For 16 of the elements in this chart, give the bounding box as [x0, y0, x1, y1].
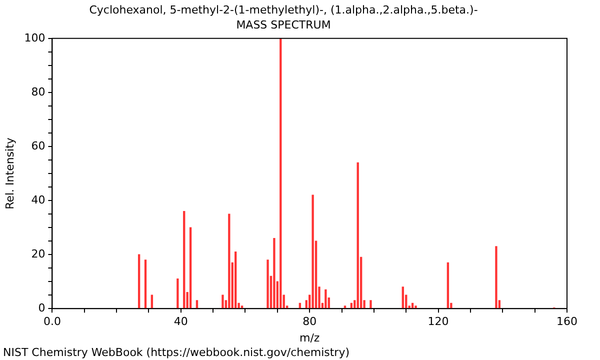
- chart-title: Cyclohexanol, 5-methyl-2-(1-methylethyl)-, (1.alpha.,2.alpha.,5.beta.)-: [89, 3, 478, 16]
- y-tick-label: 0: [38, 301, 46, 314]
- x-tick-label: 40: [174, 315, 188, 328]
- x-tick-label: 120: [428, 315, 449, 328]
- y-tick-label: 20: [31, 247, 46, 260]
- chart-subtitle: MASS SPECTRUM: [236, 18, 331, 32]
- x-tick-label: 0.0: [43, 315, 61, 328]
- y-tick-label: 100: [24, 31, 46, 44]
- x-tick-label: 80: [302, 315, 317, 328]
- y-tick-label: 60: [31, 139, 46, 152]
- x-tick-label: 160: [556, 315, 578, 328]
- x-axis-title: m/z: [299, 331, 320, 344]
- y-tick-label: 80: [31, 85, 46, 98]
- text: NIST Chemistry WebBook (https://webbook.nist.gov/chemistry): [3, 346, 350, 359]
- y-tick-label: 40: [31, 193, 46, 206]
- y-axis-title: Rel. Intensity: [3, 137, 16, 210]
